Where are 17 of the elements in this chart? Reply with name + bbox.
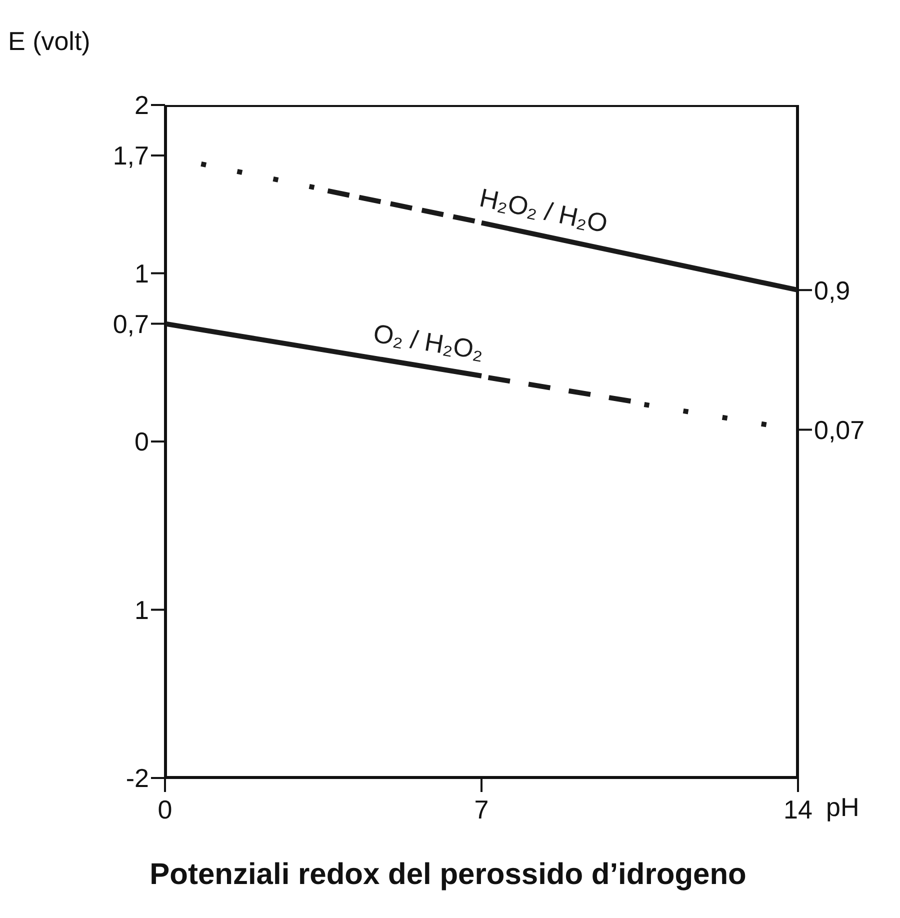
y-tick-label: 0 xyxy=(134,426,149,457)
x-tick-label: 0 xyxy=(158,794,172,824)
text: Potenziali redox del perossido d’idrogeno xyxy=(148,858,748,892)
x-tick-label: 7 xyxy=(474,794,489,824)
y-tick-label: -2 xyxy=(126,763,149,794)
text: H₂O₂ / H₂O xyxy=(476,182,610,239)
y-tick-label: 1 xyxy=(134,594,149,625)
y2-tick-label: 0,07 xyxy=(814,414,865,445)
y-tick-label: 1 xyxy=(134,258,149,288)
y-axis-title: E (volt) xyxy=(8,26,90,57)
x-tick-label: 14 xyxy=(784,794,812,824)
text: O₂ / H₂O₂ xyxy=(371,318,486,366)
y-tick-label: 1,7 xyxy=(112,140,149,171)
y-tick-label: 0,7 xyxy=(112,308,149,339)
x-axis-title: pH xyxy=(826,792,860,823)
y-tick-label: 2 xyxy=(134,90,149,120)
y2-tick-label: 0,9 xyxy=(814,275,850,306)
